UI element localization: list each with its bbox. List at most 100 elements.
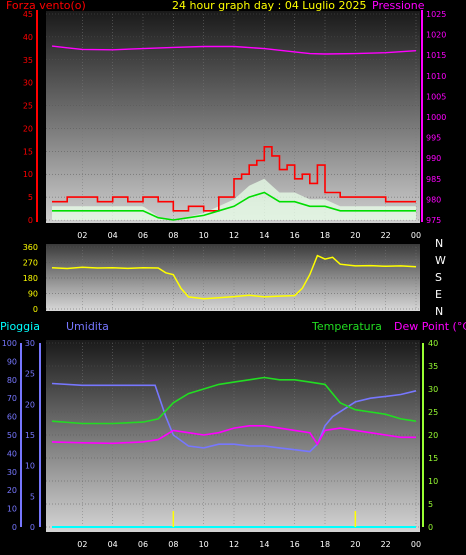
wind-x-tick-label: 22 (381, 231, 391, 240)
rain-tick-label: 40 (7, 449, 17, 458)
wind-x-tick-label: 02 (77, 231, 87, 240)
wind-x-tick-label: 20 (350, 231, 360, 240)
rain-tick-label: 50 (7, 431, 17, 440)
rain-tick-label: 30 (7, 468, 17, 477)
climate-x-tick-label: 10 (199, 540, 209, 549)
wind-x-tick-label: 16 (290, 231, 300, 240)
wind-x-tick-label: 10 (199, 231, 209, 240)
rain-tick-label: 0 (12, 523, 17, 532)
direction-letter-e: E (435, 288, 442, 301)
temperature-tick-label: 20 (428, 431, 438, 440)
direction-letter-n-bottom: N (435, 305, 444, 318)
rain-tick-label: 100 (2, 339, 17, 348)
humidity-tick-label: 10 (25, 462, 35, 471)
humidity-tick-label: 30 (25, 339, 35, 348)
pressure-tick-label: 990 (426, 154, 441, 163)
direction-panel-bg (46, 244, 420, 311)
climate-x-tick-label: 14 (259, 540, 269, 549)
wind-speed-line (52, 146, 416, 212)
humidity-tick-label: 25 (25, 370, 35, 379)
climate-x-tick-label: 04 (108, 540, 118, 549)
dewpoint-line (51, 424, 416, 446)
direction-tick-label: 180 (23, 274, 38, 283)
wind-x-tick-label: 14 (259, 231, 269, 240)
humidity-axis-title: Umidita (66, 320, 109, 333)
humidity-line (51, 382, 417, 453)
wind-x-tick-label: 04 (108, 231, 118, 240)
wind-panel-bg (46, 11, 420, 223)
wind-tick-label: 0 (28, 216, 33, 225)
climate-x-tick-label: 20 (350, 540, 360, 549)
wind-x-tick-label: 18 (320, 231, 330, 240)
wind-axis-title: Forza vento(o) (6, 0, 86, 12)
temperature-tick-label: 40 (428, 339, 438, 348)
wind-tick-label: 25 (23, 102, 33, 111)
pressure-tick-label: 1000 (426, 113, 446, 122)
pressure-tick-label: 1025 (426, 10, 446, 19)
pressure-tick-label: 1015 (426, 51, 446, 60)
humidity-tick-label: 0 (30, 523, 35, 532)
climate-x-tick-label: 18 (320, 540, 330, 549)
wind-tick-label: 30 (23, 79, 33, 88)
pressure-tick-label: 980 (426, 195, 441, 204)
wind-tick-label: 5 (28, 193, 33, 202)
wind-x-tick-label: 00 (411, 231, 421, 240)
pressure-tick-label: 1020 (426, 31, 446, 40)
humidity-tick-label: 15 (25, 431, 35, 440)
rain-axis-title: Pioggia (0, 320, 40, 333)
pressure-axis-title: Pressione (372, 0, 425, 12)
climate-x-tick-label: 06 (138, 540, 148, 549)
rain-tick-label: 10 (7, 505, 17, 514)
climate-x-tick-label: 12 (229, 540, 239, 549)
temperature-axis-title: Temperatura (312, 320, 382, 333)
temperature-line (51, 376, 417, 425)
pressure-tick-label: 1010 (426, 72, 446, 81)
direction-letter-w: W (435, 254, 446, 267)
pressure-line (51, 45, 417, 55)
wind-tick-label: 40 (23, 33, 33, 42)
direction-line (51, 254, 417, 300)
humidity-tick-label: 20 (25, 400, 35, 409)
pressure-tick-label: 975 (426, 216, 441, 225)
direction-tick-label: 90 (28, 290, 38, 299)
direction-letter-s: S (435, 271, 442, 284)
rain-tick-label: 60 (7, 413, 17, 422)
wind-x-tick-label: 06 (138, 231, 148, 240)
wind-tick-label: 35 (23, 56, 33, 65)
temperature-tick-label: 15 (428, 454, 438, 463)
climate-x-tick-label: 08 (168, 540, 178, 549)
temperature-tick-label: 30 (428, 385, 438, 394)
wind-average-line (52, 191, 416, 221)
temperature-tick-label: 10 (428, 477, 438, 486)
pressure-tick-label: 995 (426, 134, 441, 143)
wind-tick-label: 10 (23, 170, 33, 179)
humidity-tick-label: 5 (30, 492, 35, 501)
climate-x-tick-label: 00 (411, 540, 421, 549)
temperature-tick-label: 25 (428, 408, 438, 417)
rain-tick-label: 70 (7, 394, 17, 403)
rain-tick-label: 20 (7, 486, 17, 495)
pressure-tick-label: 1005 (426, 92, 446, 101)
temperature-tick-label: 0 (428, 523, 433, 532)
wind-tick-label: 45 (23, 10, 33, 19)
temperature-tick-label: 5 (428, 500, 433, 509)
direction-tick-label: 360 (23, 243, 38, 252)
wind-x-tick-label: 12 (229, 231, 239, 240)
climate-x-tick-label: 02 (77, 540, 87, 549)
dewpoint-axis-title: Dew Point (°C) (394, 320, 466, 333)
wind-tick-label: 20 (23, 124, 33, 133)
chart-title: 24 hour graph day : 04 Luglio 2025 (172, 0, 367, 12)
direction-tick-label: 270 (23, 259, 38, 268)
direction-letter-n-top: N (435, 237, 444, 250)
climate-panel-bg (46, 340, 420, 532)
climate-x-tick-label: 16 (290, 540, 300, 549)
rain-tick-label: 80 (7, 376, 17, 385)
direction-tick-label: 0 (33, 305, 38, 314)
pressure-tick-label: 985 (426, 175, 441, 184)
rain-tick-label: 90 (7, 357, 17, 366)
climate-x-tick-label: 22 (381, 540, 391, 549)
wind-gust-area (52, 178, 416, 220)
wind-tick-label: 15 (23, 147, 33, 156)
temperature-tick-label: 35 (428, 362, 438, 371)
